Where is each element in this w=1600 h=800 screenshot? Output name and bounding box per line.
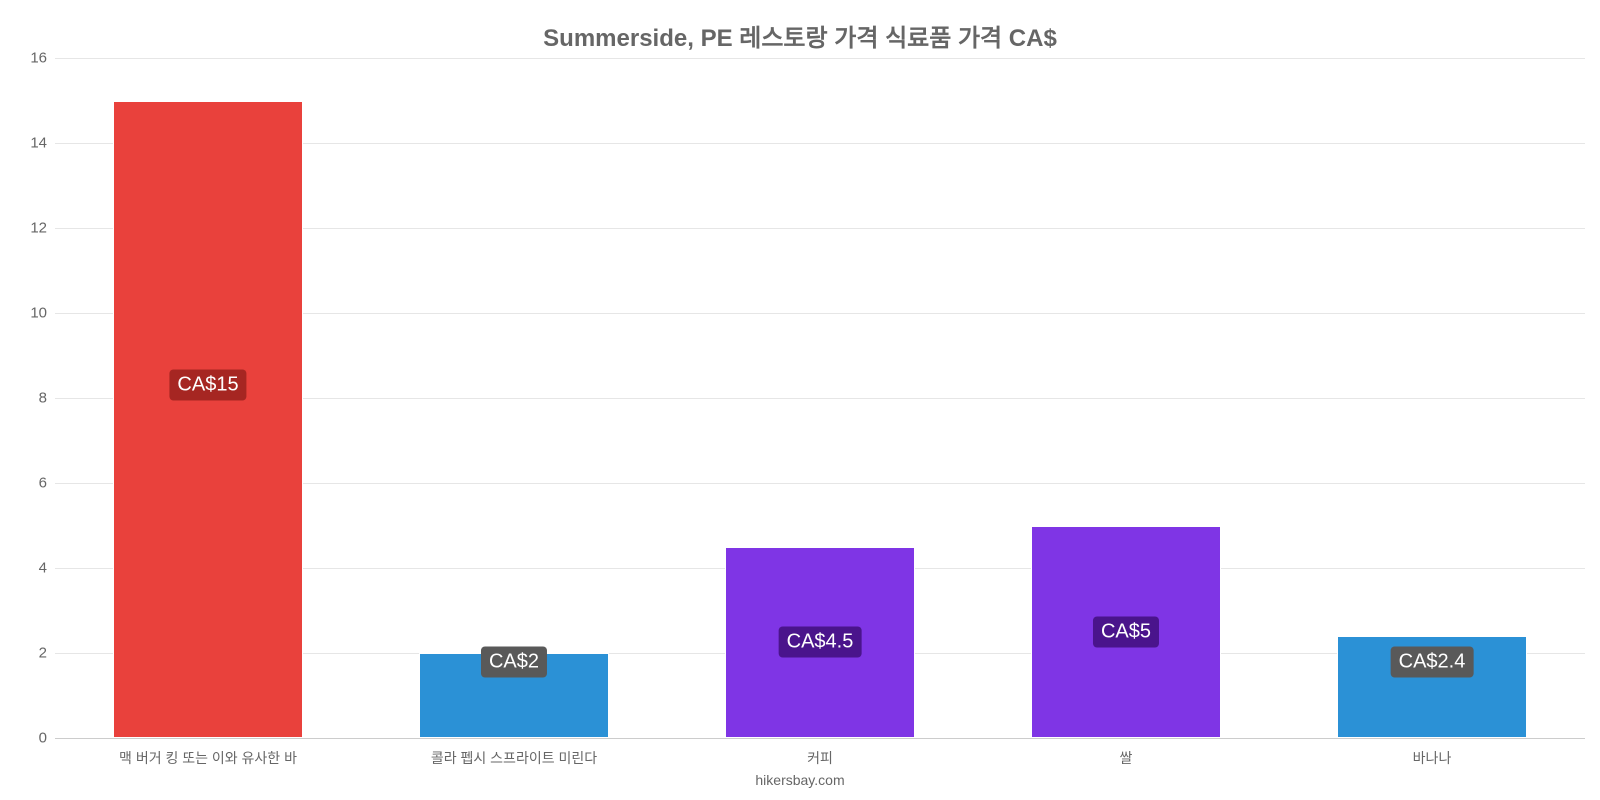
bar-value-label: CA$2.4 xyxy=(1391,646,1474,677)
plot-area: 0246810121416CA$15맥 버거 킹 또는 이와 유사한 바CA$2… xyxy=(55,58,1585,738)
bar xyxy=(113,101,303,739)
x-tick-label: 바나나 xyxy=(1413,738,1452,768)
y-tick-label: 4 xyxy=(39,560,55,577)
price-bar-chart: Summerside, PE 레스토랑 가격 식료품 가격 CA$ 024681… xyxy=(0,0,1600,800)
y-tick-label: 10 xyxy=(30,305,55,322)
y-tick-label: 14 xyxy=(30,135,55,152)
y-tick-label: 6 xyxy=(39,475,55,492)
x-tick-label: 쌀 xyxy=(1120,738,1133,768)
y-tick-label: 0 xyxy=(39,730,55,747)
y-tick-label: 12 xyxy=(30,220,55,237)
x-tick-label: 콜라 펩시 스프라이트 미린다 xyxy=(431,738,597,768)
chart-title: Summerside, PE 레스토랑 가격 식료품 가격 CA$ xyxy=(0,18,1600,53)
bar-value-label: CA$4.5 xyxy=(779,627,862,658)
gridline xyxy=(55,58,1585,59)
bar-value-label: CA$2 xyxy=(481,646,547,677)
attribution: hikersbay.com xyxy=(0,772,1600,788)
bar-value-label: CA$15 xyxy=(169,370,246,401)
y-tick-label: 2 xyxy=(39,645,55,662)
x-tick-label: 커피 xyxy=(807,738,833,768)
bar-value-label: CA$5 xyxy=(1093,616,1159,647)
x-tick-label: 맥 버거 킹 또는 이와 유사한 바 xyxy=(119,738,297,768)
y-tick-label: 8 xyxy=(39,390,55,407)
y-tick-label: 16 xyxy=(30,50,55,67)
